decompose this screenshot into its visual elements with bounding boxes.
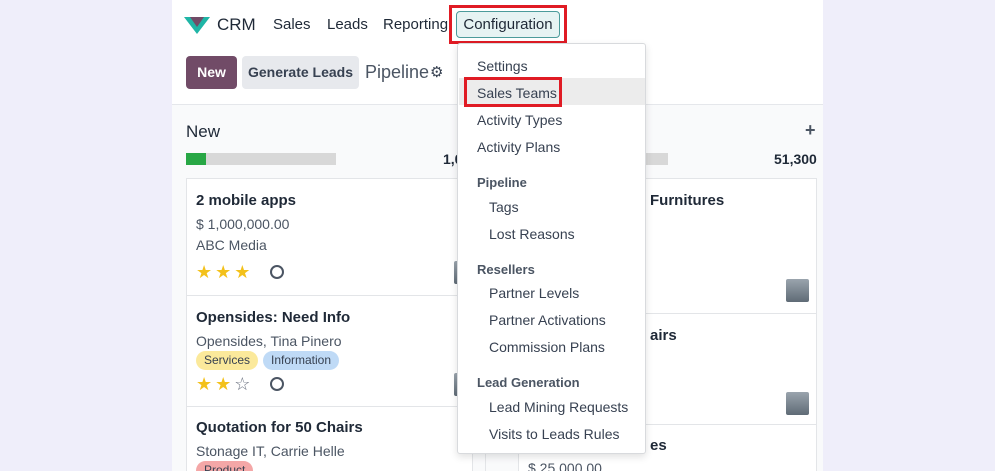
- gear-icon[interactable]: ⚙: [430, 64, 444, 81]
- add-column-card-icon[interactable]: +: [805, 120, 816, 140]
- card-title: airs: [650, 327, 677, 344]
- card-company: Stonage IT, Carrie Helle: [196, 443, 345, 459]
- nav-configuration[interactable]: Configuration: [456, 11, 560, 38]
- kanban-card[interactable]: 2 mobile apps $ 1,000,000.00 ABC Media ★…: [186, 178, 477, 296]
- card-title: es: [650, 437, 667, 454]
- highlight-box: [464, 77, 562, 107]
- column-total: 51,300: [774, 151, 817, 167]
- column-title: New: [186, 122, 221, 141]
- menu-header-lead-generation: Lead Generation: [477, 375, 580, 390]
- nav-sales[interactable]: Sales: [273, 16, 311, 33]
- tag-information: Information: [263, 351, 340, 370]
- avatar: [786, 279, 809, 302]
- card-amount: $ 25,000.00: [528, 460, 602, 471]
- card-amount: $ 1,000,000.00: [196, 216, 290, 232]
- card-title: 2 mobile apps: [196, 192, 297, 209]
- menu-item-lost-reasons[interactable]: Lost Reasons: [489, 226, 575, 242]
- tag-product: Product: [196, 461, 254, 471]
- card-title: Furnitures: [650, 192, 725, 209]
- menu-item-activity-plans[interactable]: Activity Plans: [477, 139, 561, 155]
- app-name[interactable]: CRM: [217, 15, 256, 34]
- crm-logo-icon[interactable]: [184, 15, 210, 35]
- kanban-card[interactable]: Quotation for 50 Chairs Stonage IT, Carr…: [186, 406, 473, 471]
- menu-header-pipeline: Pipeline: [477, 175, 527, 190]
- menu-item-partner-activations[interactable]: Partner Activations: [489, 312, 606, 328]
- nav-leads[interactable]: Leads: [327, 16, 368, 33]
- priority-stars[interactable]: ★★★: [196, 262, 254, 282]
- menu-item-settings[interactable]: Settings: [477, 58, 528, 74]
- menu-item-commission-plans[interactable]: Commission Plans: [489, 339, 605, 355]
- card-company: ABC Media: [196, 237, 267, 253]
- menu-item-tags[interactable]: Tags: [489, 199, 519, 215]
- menu-header-resellers: Resellers: [477, 262, 535, 277]
- avatar: [786, 392, 809, 415]
- view-title: Pipeline: [365, 62, 430, 82]
- menu-item-lead-mining-requests[interactable]: Lead Mining Requests: [489, 399, 629, 415]
- menu-item-sales-teams[interactable]: Sales Teams: [477, 85, 557, 101]
- new-button[interactable]: New: [186, 56, 237, 89]
- hover-highlight: [459, 78, 645, 105]
- nav-reporting[interactable]: Reporting: [383, 16, 449, 33]
- card-company: Opensides, Tina Pinero: [196, 333, 342, 349]
- menu-item-partner-levels[interactable]: Partner Levels: [489, 285, 580, 301]
- card-title: Quotation for 50 Chairs: [196, 419, 363, 436]
- clock-icon[interactable]: [270, 377, 284, 391]
- menu-item-activity-types[interactable]: Activity Types: [477, 112, 563, 128]
- generate-leads-button[interactable]: Generate Leads: [242, 56, 359, 89]
- menu-item-visits-to-leads-rules[interactable]: Visits to Leads Rules: [489, 426, 620, 442]
- configuration-dropdown: Settings Sales Teams Activity Types Acti…: [457, 43, 646, 454]
- kanban-card[interactable]: Opensides: Need Info Opensides, Tina Pin…: [186, 295, 477, 407]
- tag-services: Services: [196, 351, 259, 370]
- card-title: Opensides: Need Info: [196, 309, 351, 326]
- clock-icon[interactable]: [270, 265, 284, 279]
- highlight-box: [449, 5, 567, 44]
- priority-stars[interactable]: ★★☆: [196, 374, 254, 394]
- column-progress-bar[interactable]: [186, 153, 336, 165]
